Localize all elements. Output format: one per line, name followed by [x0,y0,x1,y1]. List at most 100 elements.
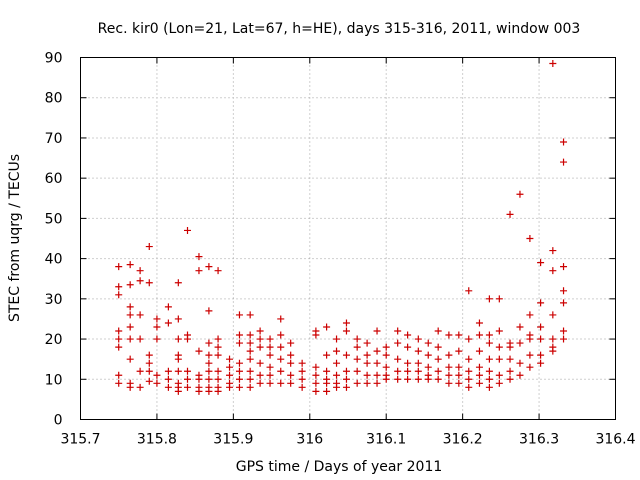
data-point [549,60,557,68]
data-point [465,367,473,375]
data-point [277,343,285,351]
data-point [287,339,295,347]
data-point [115,283,123,291]
data-point [205,367,213,375]
data-point [353,343,361,351]
data-point [323,323,331,331]
data-point [246,331,254,339]
data-point [153,379,161,387]
data-point [434,367,442,375]
data-point [404,367,412,375]
data-point [373,347,381,355]
x-tick-label: 315.8 [137,432,177,448]
data-point [277,355,285,363]
plot-frame [80,57,616,420]
data-point [195,253,203,261]
data-point [115,335,123,343]
data-point [485,383,493,391]
data-point [195,267,203,275]
data-point [485,355,493,363]
data-point [312,371,320,379]
data-point [475,379,483,387]
data-point [342,367,350,375]
data-point [266,335,274,343]
data-point [312,363,320,371]
data-point [373,371,381,379]
data-point [266,351,274,359]
data-point [226,363,234,371]
data-point [256,359,264,367]
data-point [226,383,234,391]
data-point [414,347,422,355]
data-point [485,367,493,375]
data-point [560,158,568,166]
data-point [115,379,123,387]
data-point [277,379,285,387]
y-tick-label: 60 [45,171,63,187]
data-point [333,347,341,355]
data-point [363,379,371,387]
data-point [382,351,390,359]
data-point [475,331,483,339]
data-point [560,335,568,343]
data-point [560,138,568,146]
data-point [184,383,191,391]
data-point [424,375,432,383]
data-point [115,343,123,351]
data-point [560,299,568,307]
data-point [115,291,123,299]
data-point [298,375,306,383]
data-point [174,315,182,323]
data-point [333,335,341,343]
x-tick-label: 316.2 [443,432,483,448]
data-point [246,375,254,383]
data-point [506,367,514,375]
data-point [404,343,412,351]
data-point [549,247,557,255]
data-point [495,379,503,387]
data-point [298,383,306,391]
data-point [506,210,514,218]
data-points-layer [115,60,568,395]
data-point [246,339,254,347]
data-point [174,335,182,343]
data-point [363,339,371,347]
data-point [445,351,453,359]
data-point [465,335,473,343]
y-tick-label: 50 [45,211,63,227]
data-point [549,267,557,275]
data-point [195,347,203,355]
data-point [445,379,453,387]
data-point [363,371,371,379]
data-point [256,343,264,351]
data-point [373,379,381,387]
data-point [214,351,222,359]
data-point [475,363,483,371]
data-point [495,343,503,351]
data-point [164,303,172,311]
data-point [506,343,514,351]
x-axis-label: GPS time / Days of year 2011 [236,459,443,475]
data-point [145,377,153,385]
y-tick-label: 30 [45,292,63,308]
data-point [136,335,144,343]
data-point [145,367,153,375]
data-point [485,295,493,303]
data-point [235,339,243,347]
data-point [312,379,320,387]
data-point [475,371,483,379]
data-point [353,355,361,363]
data-point [115,371,123,379]
data-point [287,379,295,387]
data-point [516,323,524,331]
data-point [205,359,213,367]
data-point [214,367,222,375]
data-point [424,363,432,371]
data-point [235,311,243,319]
data-point [184,335,191,343]
data-point [226,371,234,379]
data-point [312,331,320,339]
data-point [363,351,371,359]
data-point [434,327,442,335]
y-tick-label: 70 [45,131,63,147]
